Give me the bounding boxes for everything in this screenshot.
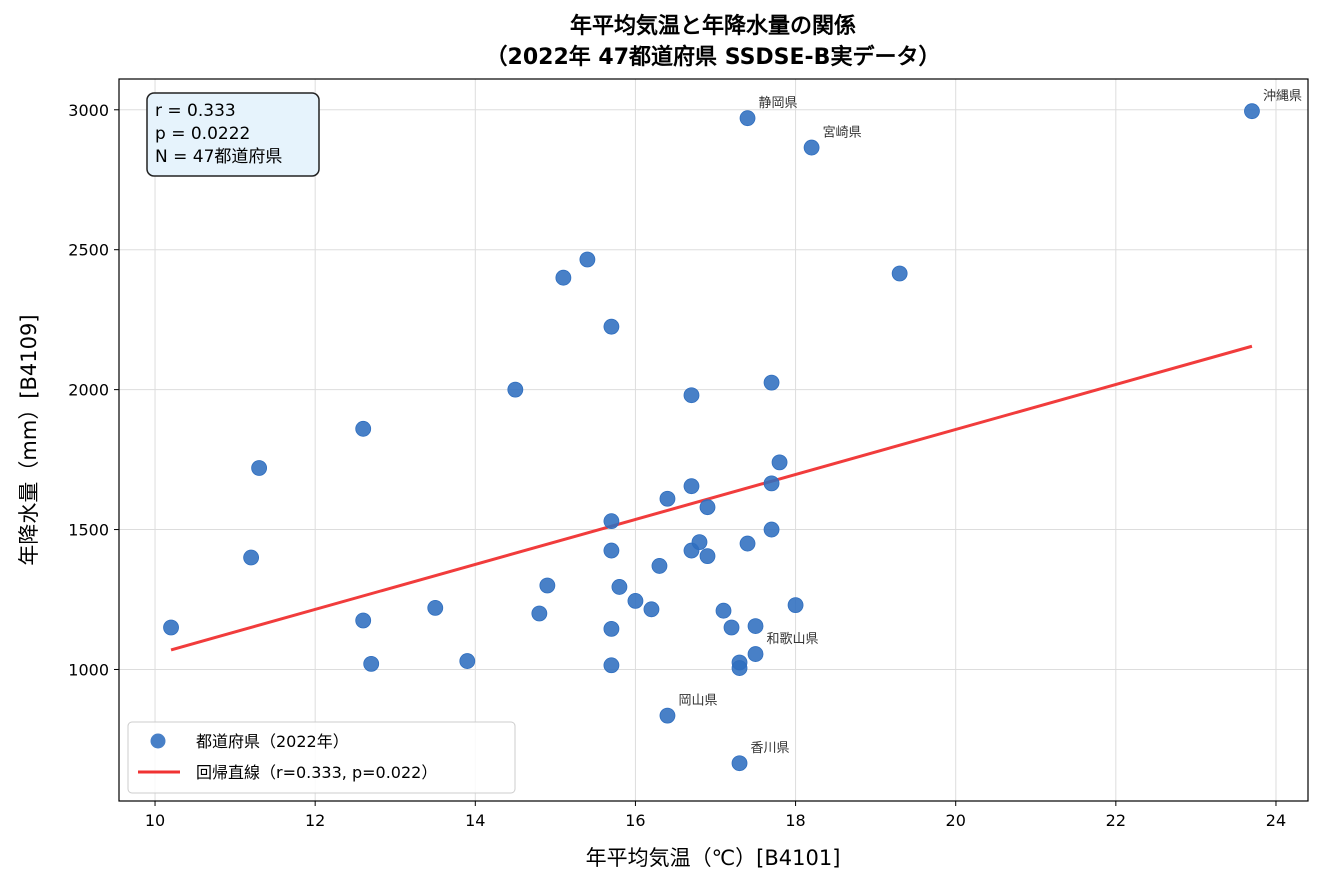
data-point	[603, 620, 620, 637]
data-point	[611, 579, 628, 595]
x-tick-label: 18	[785, 811, 805, 830]
data-point	[603, 318, 620, 335]
point-annotation: 静岡県	[759, 96, 798, 111]
chart-title: 年平均気温と年降水量の関係	[570, 13, 856, 39]
data-point	[603, 542, 620, 559]
point-annotation: 香川県	[751, 741, 790, 756]
data-point	[627, 593, 644, 609]
data-point	[459, 653, 476, 669]
y-tick-label: 1000	[68, 660, 109, 679]
data-point	[699, 548, 716, 565]
data-point	[691, 534, 708, 551]
stats-box-background	[146, 92, 320, 177]
x-tick-label: 12	[305, 811, 325, 830]
y-tick-label: 1500	[68, 521, 109, 540]
data-point	[723, 619, 740, 636]
regression-layer	[170, 344, 1253, 652]
data-point	[507, 381, 524, 398]
y-tick-label: 3000	[68, 101, 109, 120]
data-point	[243, 549, 260, 566]
data-point	[531, 605, 548, 622]
regression-line	[170, 344, 1253, 652]
y-axis-ticks: 1000 1500 2000 2500 3000	[68, 101, 119, 679]
x-axis-label: 年平均気温（℃）[B4101]	[586, 846, 841, 870]
x-tick-label: 24	[1266, 811, 1286, 830]
legend-label-points: 都道府県（2022年）	[196, 732, 349, 751]
stats-box: r = 0.333 p = 0.0222 N = 47都道府県	[146, 92, 320, 177]
chart-subtitle: （2022年 47都道府県 SSDSE-B実データ）	[486, 44, 941, 70]
x-tick-label: 20	[946, 811, 966, 830]
data-point	[739, 110, 756, 127]
x-tick-label: 16	[625, 811, 645, 830]
data-point	[603, 657, 620, 674]
data-point	[659, 707, 676, 724]
point-annotation: 和歌山県	[767, 632, 819, 647]
data-point	[1244, 103, 1260, 120]
data-point	[651, 558, 668, 574]
stats-r: r = 0.333	[155, 101, 236, 121]
data-point	[747, 618, 764, 634]
data-point	[163, 619, 179, 636]
data-point	[579, 251, 596, 268]
data-point	[643, 601, 660, 618]
legend-marker-points	[150, 733, 166, 749]
point-annotation: 岡山県	[678, 694, 717, 709]
legend: 都道府県（2022年） 回帰直線（r=0.333, p=0.022）	[127, 721, 516, 794]
data-point	[731, 755, 748, 772]
data-point	[683, 478, 700, 495]
data-point	[891, 265, 908, 282]
data-point	[763, 374, 780, 391]
data-point	[659, 490, 676, 507]
data-point	[699, 499, 716, 516]
data-point	[251, 460, 268, 476]
y-axis-label: 年降水量（mm）[B4109]	[17, 314, 41, 565]
data-point	[603, 513, 620, 530]
data-points	[163, 103, 1260, 772]
data-point	[539, 577, 556, 594]
point-annotation: 沖縄県	[1263, 89, 1302, 104]
data-point	[763, 521, 780, 538]
legend-label-regression: 回帰直線（r=0.333, p=0.022）	[196, 763, 437, 782]
y-tick-label: 2500	[68, 241, 109, 260]
stats-n: N = 47都道府県	[155, 147, 282, 167]
data-point	[363, 655, 380, 672]
data-point	[715, 602, 732, 619]
data-point	[427, 600, 444, 616]
data-point	[555, 269, 572, 286]
data-point	[771, 454, 788, 471]
x-tick-label: 10	[145, 811, 165, 830]
grid-lines	[119, 79, 1308, 801]
data-point	[787, 597, 804, 614]
point-annotation: 宮崎県	[823, 125, 862, 141]
x-tick-label: 22	[1106, 811, 1126, 830]
data-point	[355, 612, 372, 629]
y-tick-label: 2000	[68, 381, 109, 400]
data-point	[683, 387, 700, 404]
stats-p: p = 0.0222	[155, 124, 250, 144]
plot-frame	[118, 78, 1309, 802]
data-point	[763, 475, 780, 492]
x-axis-ticks: 10 12 14 16 18 20 22 24	[145, 801, 1286, 830]
data-point	[355, 420, 372, 437]
data-point	[739, 535, 756, 552]
data-point	[747, 646, 764, 662]
legend-box	[127, 721, 516, 794]
data-point	[731, 660, 748, 676]
x-tick-label: 14	[465, 811, 485, 830]
data-point	[803, 139, 820, 156]
